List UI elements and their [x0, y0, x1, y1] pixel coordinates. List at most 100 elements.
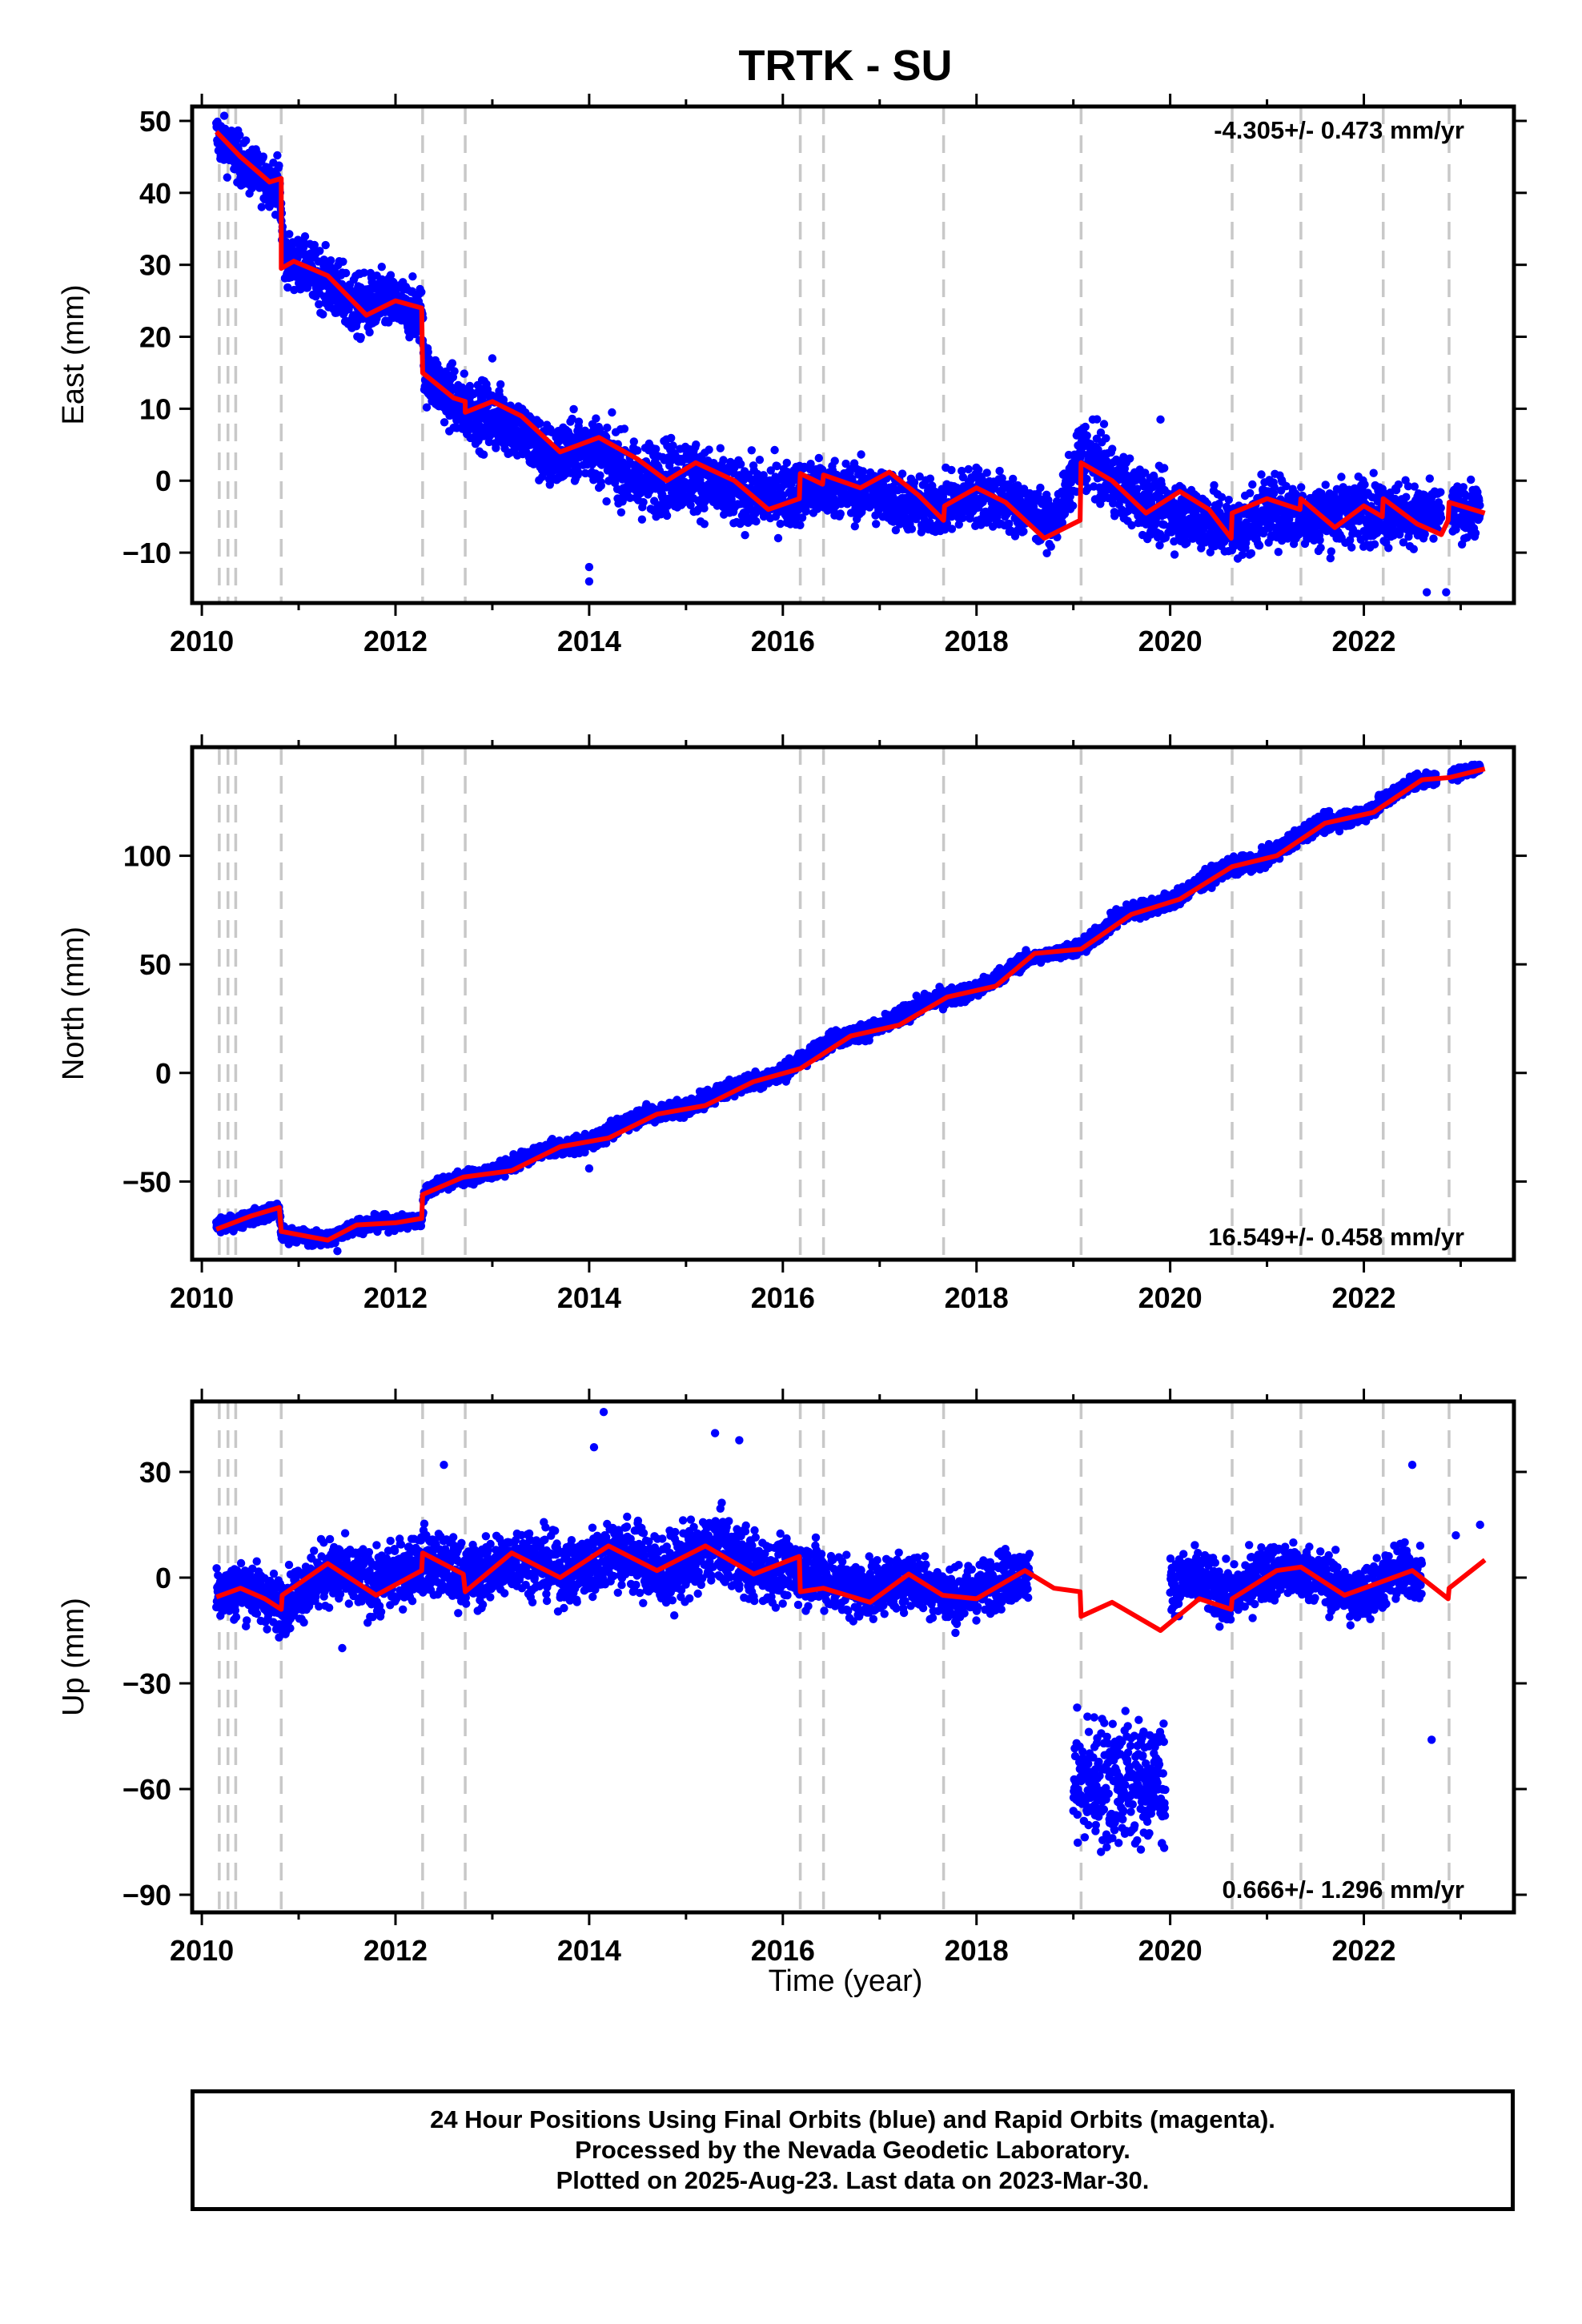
panel-east: 2010 2012 2014 2016 2018 2020 202250403020100−…: [57, 94, 1527, 657]
y-tick-label: 30: [139, 249, 171, 282]
observation-point: [1384, 544, 1393, 553]
observation-point: [1102, 434, 1110, 443]
observation-point: [982, 468, 991, 477]
observation-point: [667, 433, 676, 443]
outlier-point: [584, 577, 594, 586]
observation-point: [417, 287, 426, 296]
observation-point: [465, 381, 475, 391]
observation-point: [569, 404, 578, 414]
observation-point: [1409, 545, 1419, 553]
observation-point: [1436, 488, 1445, 497]
observation-point: [480, 450, 488, 459]
observation-point: [1291, 489, 1300, 498]
observation-point: [1370, 540, 1379, 549]
observation-point: [1099, 420, 1109, 428]
observation-point: [964, 464, 973, 474]
plot-area: [212, 107, 1486, 603]
observation-point: [1068, 501, 1078, 510]
observation-point: [737, 460, 745, 468]
observation-point: [450, 367, 459, 376]
observation-point: [235, 131, 244, 140]
observation-point: [850, 522, 860, 531]
x-tick-label: 2018: [945, 625, 1009, 657]
observation-point: [321, 240, 330, 250]
observation-point: [574, 468, 583, 477]
observation-point: [1316, 543, 1325, 553]
observation-point: [639, 497, 648, 507]
observation-point: [1436, 513, 1446, 522]
outlier-point: [1088, 415, 1098, 424]
observation-point: [1081, 422, 1090, 432]
y-tick-label: 0: [155, 464, 171, 497]
observation-point: [1429, 534, 1438, 543]
observation-point: [801, 507, 810, 516]
observation-point: [285, 230, 294, 239]
y-tick-label: −10: [122, 537, 171, 569]
figure-title: TRTK - SU: [739, 42, 953, 90]
x-tick-label: 2010: [170, 625, 234, 657]
observation-point: [814, 453, 823, 463]
outlier-point: [1156, 415, 1165, 424]
observation-point: [359, 268, 368, 277]
observation-point: [377, 263, 386, 271]
observation-point: [1082, 431, 1091, 440]
y-axis-label: East (mm): [57, 284, 90, 424]
observation-point: [602, 497, 611, 506]
observation-point: [275, 161, 283, 170]
observation-point: [603, 423, 612, 432]
observation-point: [620, 424, 629, 433]
observation-point: [273, 151, 282, 160]
observation-point: [662, 511, 672, 521]
observation-point: [857, 450, 865, 459]
observation-point: [1436, 503, 1445, 513]
observation-point: [752, 517, 761, 526]
observation-point: [616, 508, 626, 517]
observation-point: [1321, 480, 1330, 489]
observation-point: [1257, 470, 1266, 479]
observation-point: [1274, 548, 1283, 557]
observation-point: [389, 278, 398, 287]
observation-point: [339, 257, 347, 266]
observation-point: [1108, 444, 1117, 453]
observation-point: [460, 369, 468, 378]
observation-point: [538, 472, 547, 481]
observation-point: [610, 478, 620, 488]
y-tick-label: 40: [139, 177, 171, 210]
observation-point: [766, 466, 775, 475]
observation-point: [1160, 464, 1169, 472]
observation-point: [770, 445, 779, 455]
observation-point: [1046, 542, 1055, 551]
x-tick-label: 2020: [1138, 625, 1203, 657]
x-tick-label: 2014: [557, 625, 621, 657]
observation-point: [1297, 483, 1306, 492]
observation-point: [947, 465, 956, 475]
observation-point: [652, 444, 661, 453]
rate-annotation: -4.305+/- 0.473 mm/yr: [1214, 116, 1464, 144]
x-tick-label: 2016: [751, 625, 815, 657]
observation-point: [1036, 483, 1045, 493]
observation-point: [907, 525, 917, 533]
gps-timeseries-figure: TRTK - SU 2010 2012 2014 2016 2018 2020 202250…: [57, 42, 1527, 1998]
observation-point: [448, 359, 457, 368]
outlier-point: [488, 354, 497, 363]
observation-point: [755, 456, 765, 464]
outlier-point: [1442, 588, 1451, 597]
observation-point: [283, 283, 292, 292]
observation-point: [629, 437, 638, 446]
observation-point: [386, 271, 396, 279]
observation-point: [1471, 529, 1480, 537]
observation-point: [1248, 480, 1257, 489]
observation-point: [422, 403, 432, 412]
observation-point: [995, 466, 1004, 476]
outlier-point: [584, 562, 594, 572]
observation-point: [536, 419, 544, 428]
observation-point: [1224, 496, 1234, 505]
observation-point: [872, 520, 881, 529]
observation-point: [700, 504, 709, 513]
observation-point: [315, 247, 324, 255]
observation-point: [686, 501, 695, 509]
observation-point: [716, 444, 725, 452]
observation-point: [596, 471, 604, 480]
observation-point: [1402, 493, 1411, 501]
observation-point: [440, 418, 449, 427]
